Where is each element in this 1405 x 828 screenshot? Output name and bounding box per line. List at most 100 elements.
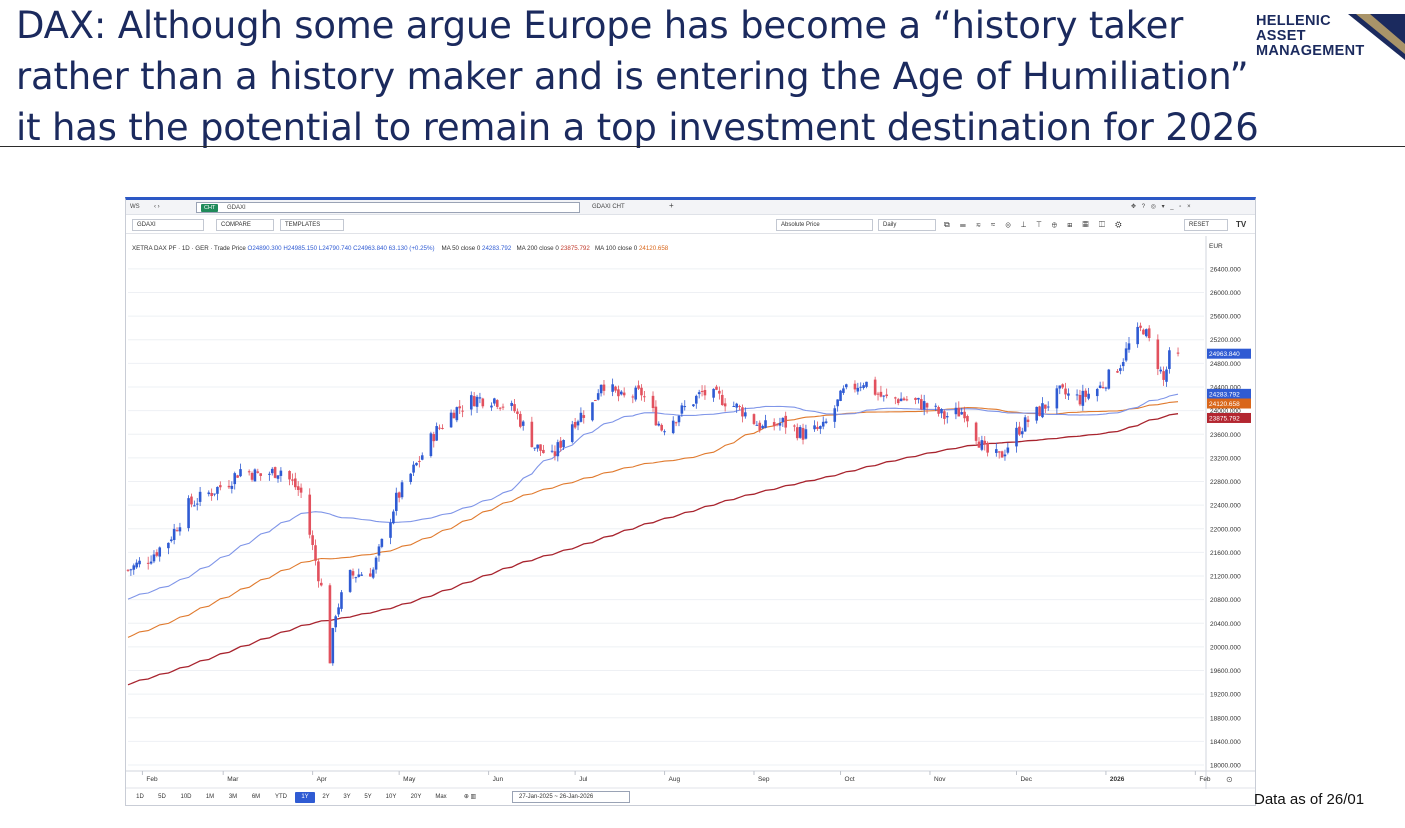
candle-body: [896, 399, 900, 404]
candle-body: [1159, 369, 1163, 372]
range-button-20y[interactable]: 20Y: [410, 794, 422, 800]
company-logo: HELLENIC ASSET MANAGEMENT: [1256, 14, 1405, 66]
y-tick-label: 20800.000: [1210, 597, 1241, 604]
candle-body: [1121, 362, 1125, 367]
last-value-text: 24120.658: [1209, 401, 1240, 408]
nav-arrows[interactable]: ‹ ›: [154, 204, 160, 210]
last-value-label: 24283.792: [1207, 388, 1251, 399]
headline-line-2: rather than a history maker and is enter…: [16, 55, 1249, 98]
candle-body: [276, 475, 280, 479]
legend-ma200-label: MA 200 close 0: [516, 245, 559, 252]
candle-body: [233, 473, 237, 485]
candle-body: [798, 427, 802, 438]
candle-body: [389, 522, 392, 538]
candle-body: [720, 394, 724, 406]
candle-body: [651, 395, 655, 409]
candle-body: [1075, 394, 1079, 396]
last-value-box: [1207, 388, 1251, 399]
candle-body: [1078, 394, 1082, 405]
range-button-1d[interactable]: 1D: [136, 794, 144, 800]
candle-body: [475, 396, 479, 407]
candle-body: [210, 492, 213, 497]
add-tab-button[interactable]: +: [669, 201, 674, 210]
range-button-2y[interactable]: 2Y: [322, 794, 330, 800]
tab-gdaxi-cht[interactable]: GDAXI CHT: [592, 204, 625, 210]
candle-body: [256, 471, 260, 473]
candle-body: [1162, 371, 1165, 380]
candle-body: [980, 440, 984, 450]
drawing-tools-icon[interactable]: ⧉ ☰ ≋ ≈ ⊜ ⊥ ⊤ ⊕ ⊞ ▦ ◫ ⚙: [944, 220, 1126, 229]
candle-body: [432, 434, 436, 442]
candle-body: [657, 423, 661, 426]
candle-body: [816, 426, 819, 430]
candle-body: [542, 449, 545, 454]
candle-body: [631, 396, 635, 398]
periodicity-select[interactable]: Daily: [878, 219, 936, 231]
price-mode-select[interactable]: Absolute Price: [776, 219, 873, 231]
candle-body: [167, 542, 170, 549]
candle-body: [934, 405, 938, 407]
candle-body: [899, 398, 903, 402]
range-button-max[interactable]: Max: [435, 794, 447, 800]
candle-body: [1168, 350, 1171, 369]
range-button-10d[interactable]: 10D: [180, 794, 192, 800]
range-button-3m[interactable]: 3M: [228, 794, 238, 800]
candle-body: [178, 527, 182, 532]
candle-body: [914, 397, 917, 400]
candle-body: [510, 402, 513, 406]
window-controls[interactable]: ✥ ? ◎ ▾ _ ▫ ×: [1131, 204, 1193, 210]
y-tick-label: 24400.000: [1210, 385, 1241, 392]
y-tick-label: 20400.000: [1210, 621, 1241, 628]
range-button-3y[interactable]: 3Y: [343, 794, 351, 800]
candle-body: [882, 395, 886, 397]
candle-body: [919, 399, 923, 410]
candle-body: [296, 486, 300, 490]
range-button-10y[interactable]: 10Y: [385, 794, 397, 800]
templates-button[interactable]: TEMPLATES: [280, 219, 344, 231]
range-button-1y[interactable]: 1Y: [295, 792, 315, 803]
y-tick-label: 21600.000: [1210, 550, 1241, 557]
candle-body: [1156, 339, 1160, 370]
reset-button[interactable]: RESET: [1184, 219, 1228, 231]
y-tick-label: 19600.000: [1210, 668, 1241, 675]
ticker-input-value: GDAXI: [137, 222, 156, 228]
terminal-tab-bar: WS ‹ › CHT GDAXI GDAXI CHT + ✥ ? ◎ ▾ _ ▫…: [126, 200, 1255, 215]
candle-body: [925, 403, 929, 408]
range-button-6m[interactable]: 6M: [251, 794, 261, 800]
candle-body: [619, 391, 623, 395]
candle-body: [1165, 369, 1168, 382]
candle-body: [420, 455, 424, 460]
candle-body: [582, 415, 586, 418]
dax-price-chart[interactable]: EUR 18000.000 18400.000 18800.000 19200.000 1…: [126, 200, 1255, 806]
range-button-5y[interactable]: 5Y: [364, 794, 372, 800]
candle-body: [940, 408, 943, 414]
candle-body: [1015, 427, 1018, 447]
candle-body: [945, 416, 949, 418]
workspace-menu[interactable]: WS: [130, 204, 140, 210]
candle-body: [198, 491, 202, 502]
candle-body: [149, 561, 153, 564]
ticker-input[interactable]: GDAXI: [132, 219, 204, 231]
range-tools-icon[interactable]: ⊕ ▥: [463, 794, 477, 800]
range-button-1m[interactable]: 1M: [205, 794, 215, 800]
candle-body: [328, 585, 332, 664]
range-button-5d[interactable]: 5D: [158, 794, 166, 800]
candle-body: [449, 412, 453, 428]
candle-body: [1006, 447, 1010, 453]
candle-body: [986, 442, 989, 453]
compare-button[interactable]: COMPARE: [216, 219, 274, 231]
date-range-field[interactable]: 27-Jan-2025 ~ 26-Jan-2026: [512, 791, 630, 803]
candle-body: [397, 492, 401, 498]
command-input[interactable]: CHT GDAXI: [196, 202, 580, 213]
candle-body: [236, 475, 239, 478]
chart-settings-icon: ⊙: [1226, 775, 1233, 784]
candle-body: [268, 473, 271, 475]
candle-body: [152, 554, 156, 562]
candle-body: [1139, 325, 1142, 328]
candle-body: [207, 492, 211, 495]
candle-body: [824, 421, 828, 423]
range-button-ytd[interactable]: YTD: [275, 794, 287, 800]
candle-body: [158, 547, 162, 557]
candle-body: [400, 482, 404, 498]
candle-body: [371, 569, 375, 578]
